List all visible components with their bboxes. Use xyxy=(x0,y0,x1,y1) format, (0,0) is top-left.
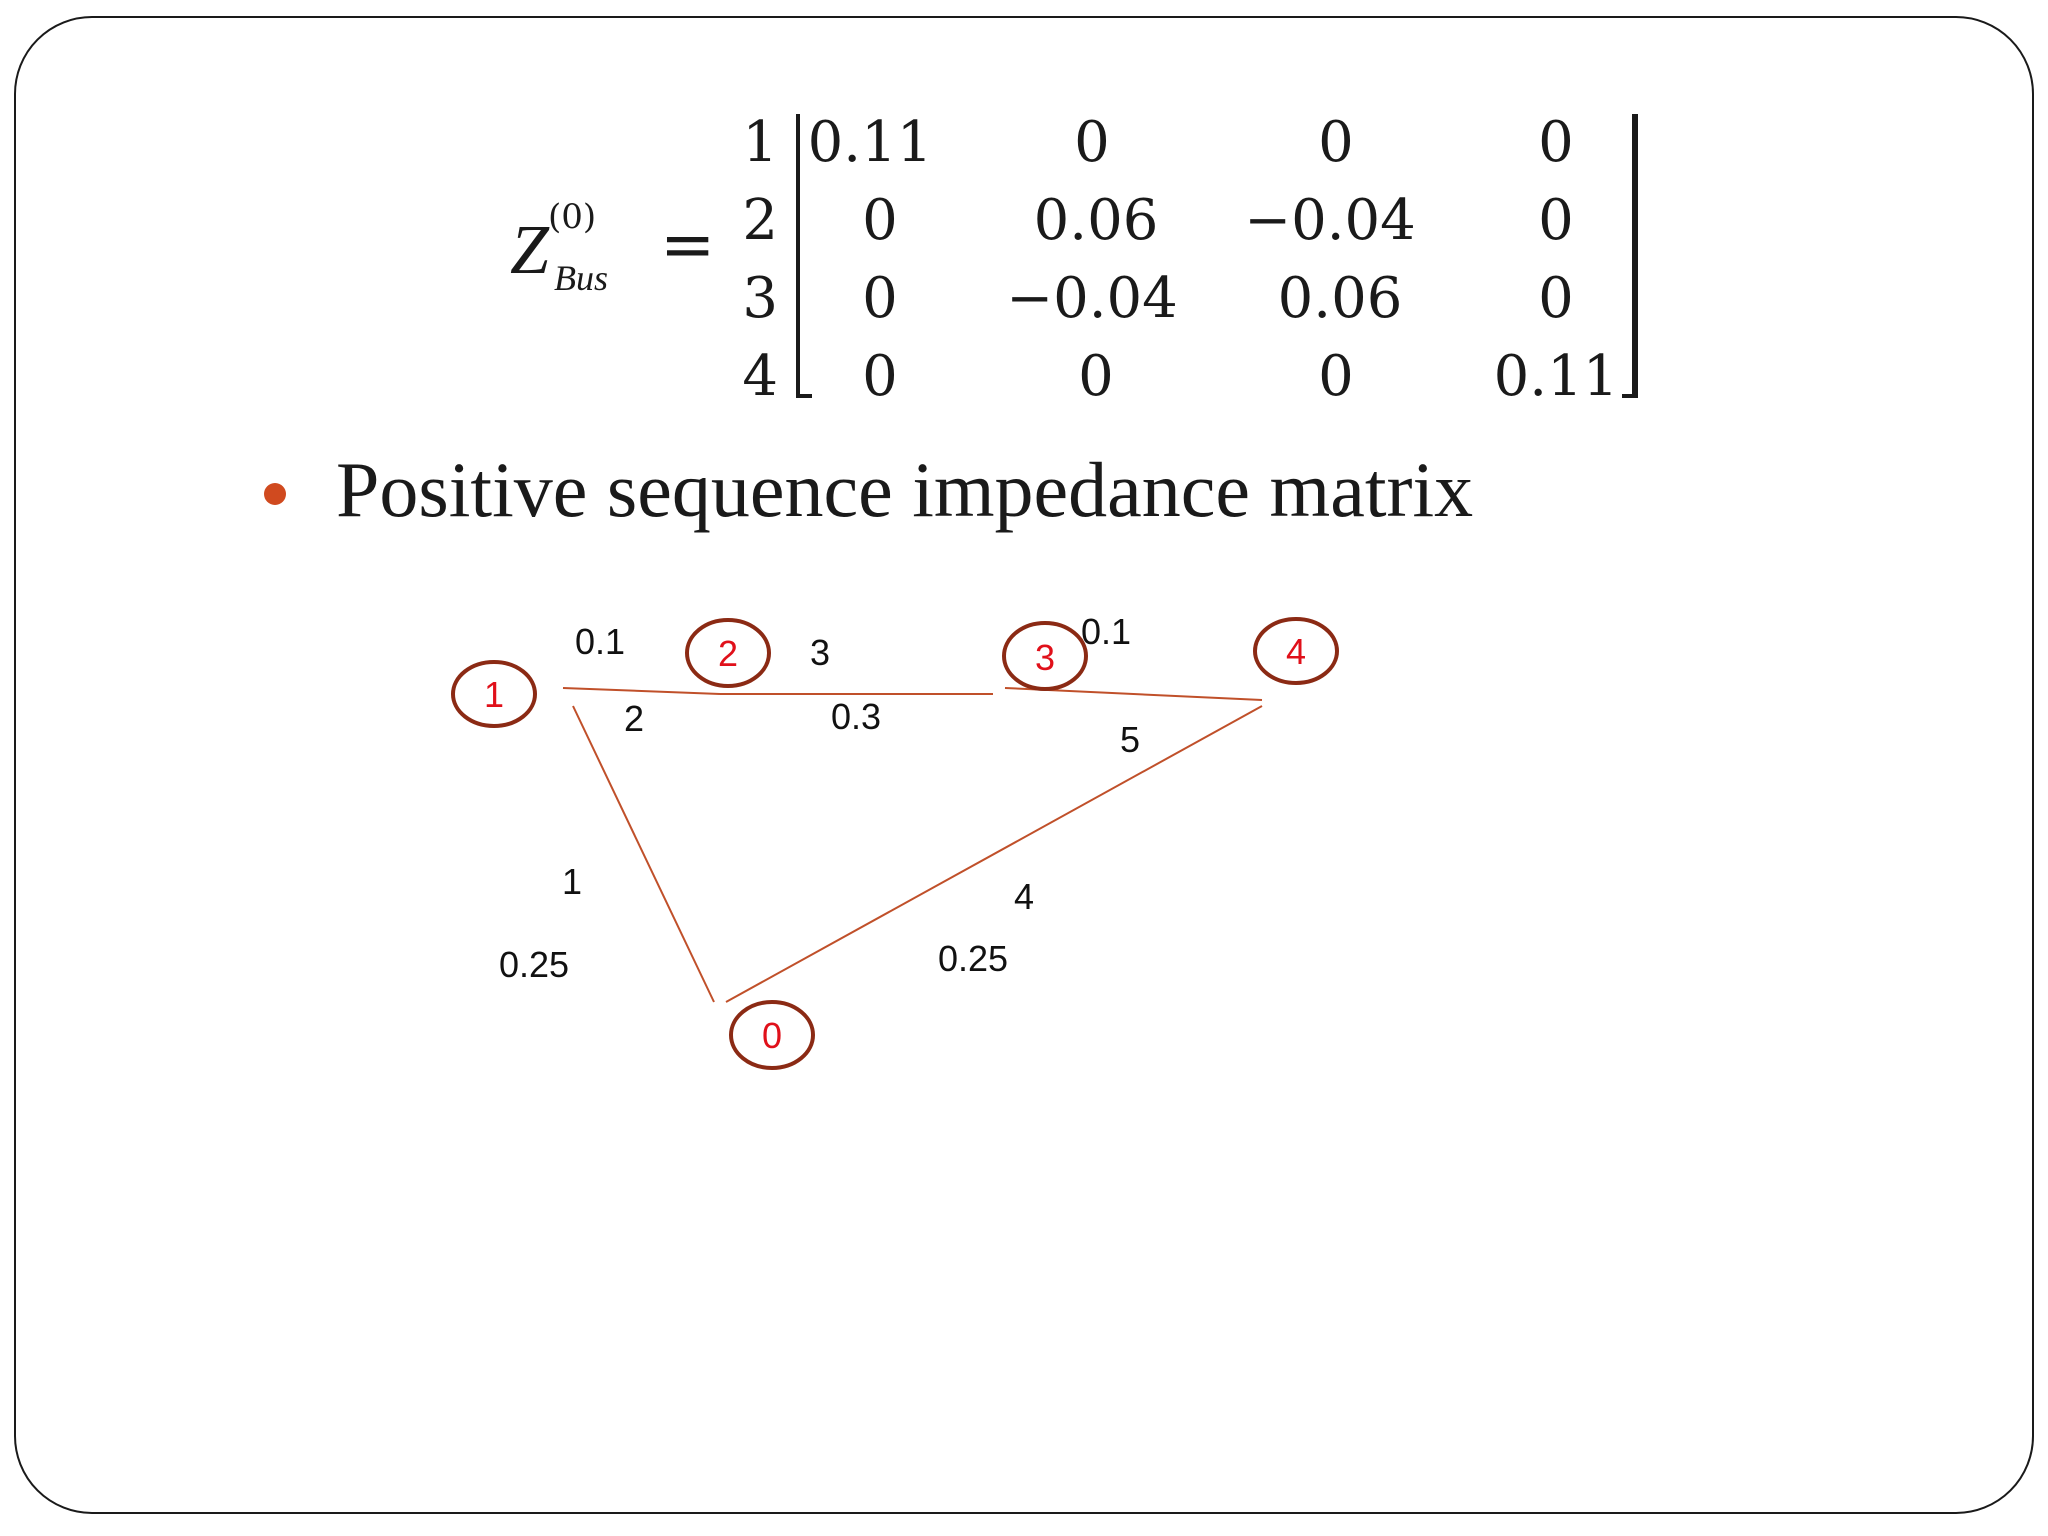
branch-3-impedance: 0.3 xyxy=(831,696,881,737)
branch-4-impedance: 0.25 xyxy=(938,938,1008,979)
matrix-cell: 0.11 xyxy=(1493,344,1619,409)
equals-sign: = xyxy=(660,206,716,283)
row-label: 4 xyxy=(742,344,778,409)
branch-1-impedance: 0.25 xyxy=(499,944,569,985)
bus-4: 4 xyxy=(1253,617,1339,685)
branch-5-impedance: 0.1 xyxy=(1081,611,1131,652)
matrix-cell: 0.06 xyxy=(1033,188,1159,253)
matrix-cell: 0 xyxy=(1078,344,1114,409)
branch-line-1-0 xyxy=(572,705,715,1003)
matrix-cell: −0.04 xyxy=(1244,188,1416,253)
bus-ring xyxy=(1253,617,1339,685)
branch-line-1-2 xyxy=(562,687,721,695)
matrix-cell: 0 xyxy=(862,188,898,253)
matrix-cell: 0 xyxy=(862,266,898,331)
bus-label: 1 xyxy=(484,674,504,715)
zero-sequence-matrix-equation: Z (0) Bus = 1 2 3 4 0.11 0 0 0 0 0.06 −0… xyxy=(510,108,1660,409)
matrix-subscript: Bus xyxy=(554,258,608,298)
matrix-left-bracket xyxy=(796,114,812,398)
bus-label: 2 xyxy=(718,633,738,674)
row-label: 2 xyxy=(742,188,778,253)
matrix-cell: 0 xyxy=(862,344,898,409)
branch-2-impedance: 0.1 xyxy=(575,621,625,662)
matrix-cell: −0.04 xyxy=(1006,266,1178,331)
branch-line-4-0 xyxy=(725,705,1263,1003)
bus-label: 3 xyxy=(1035,637,1055,678)
matrix-cell: 0 xyxy=(1538,266,1574,331)
bullet-item: Positive sequence impedance matrix xyxy=(264,440,1764,540)
matrix-superscript: (0) xyxy=(548,197,597,237)
bus-0-reference: 0 xyxy=(729,1000,815,1070)
bullet-dot-icon xyxy=(264,483,286,505)
bus-ring xyxy=(729,1000,815,1070)
matrix-cell: 0.11 xyxy=(807,110,933,175)
bus-label: 4 xyxy=(1286,631,1306,672)
matrix-cell: 0 xyxy=(1074,110,1110,175)
bus-1: 1 xyxy=(451,660,537,728)
row-label: 3 xyxy=(742,266,778,331)
bus-ring xyxy=(451,660,537,728)
matrix-cell: 0 xyxy=(1538,110,1574,175)
bullet-text: Positive sequence impedance matrix xyxy=(336,446,1474,533)
branch-4-number: 4 xyxy=(1014,876,1034,917)
bus-ring xyxy=(685,618,771,688)
branch-5-number: 5 xyxy=(1120,719,1140,760)
branch-1-number: 1 xyxy=(562,861,582,902)
bus-label: 0 xyxy=(762,1015,782,1056)
bus-ring xyxy=(1002,621,1088,691)
matrix-cell: 0.06 xyxy=(1277,266,1403,331)
matrix-symbol-letter: Z xyxy=(510,212,549,289)
branch-2-number: 2 xyxy=(624,698,644,739)
slide-frame xyxy=(14,16,2034,1514)
bus-2: 2 xyxy=(685,618,771,688)
row-label: 1 xyxy=(742,110,778,175)
matrix-symbol: Z (0) Bus = xyxy=(510,200,730,316)
matrix-cell: 0 xyxy=(1318,344,1354,409)
matrix-cell: 0 xyxy=(1538,188,1574,253)
matrix-right-bracket xyxy=(1622,114,1638,398)
branch-3-number: 3 xyxy=(810,632,830,673)
bus-3: 3 xyxy=(1002,621,1088,691)
branch-lines xyxy=(562,687,1263,1003)
matrix-cell: 0 xyxy=(1318,110,1354,175)
